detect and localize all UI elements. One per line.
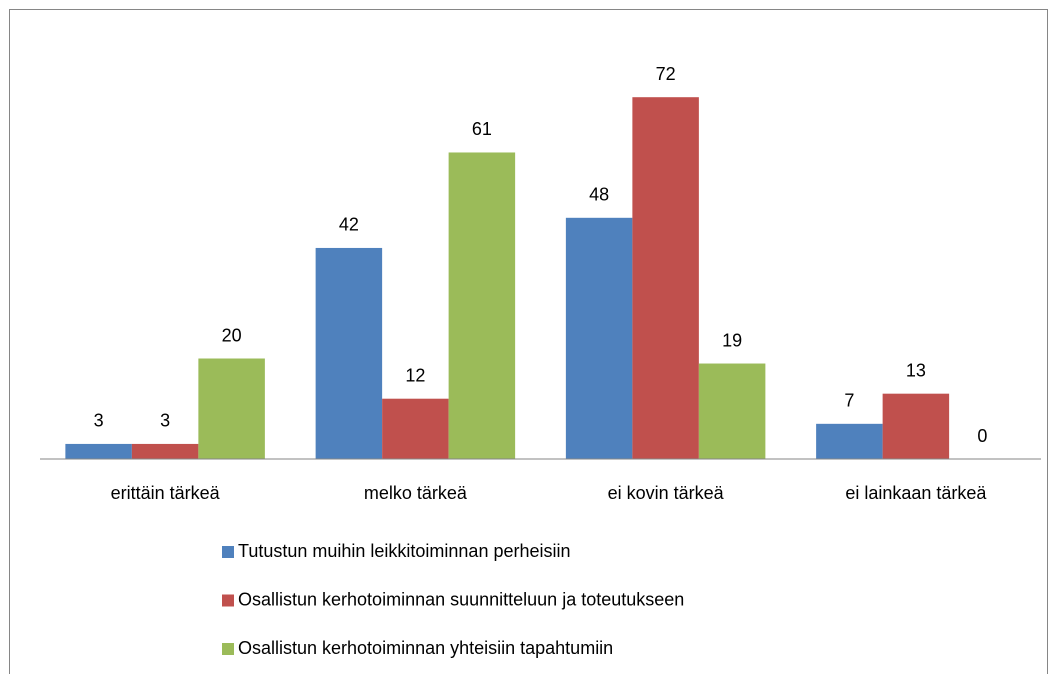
data-label: 48 xyxy=(589,185,609,205)
legend-label: Osallistun kerhotoiminnan yhteisiin tapa… xyxy=(238,638,613,658)
bar xyxy=(131,443,199,459)
chart-frame xyxy=(9,9,1048,674)
data-label: 12 xyxy=(405,365,425,385)
data-label: 7 xyxy=(844,391,854,411)
bar xyxy=(565,217,633,459)
data-label: 61 xyxy=(472,119,492,139)
bar xyxy=(882,393,950,459)
x-tick-label: erittäin tärkeä xyxy=(111,483,221,503)
data-label: 20 xyxy=(222,325,242,345)
legend-label: Tutustun muihin leikkitoiminnan perheisi… xyxy=(238,541,571,561)
x-tick-label: melko tärkeä xyxy=(364,483,468,503)
bar xyxy=(198,358,265,459)
data-label: 19 xyxy=(722,330,742,350)
x-tick-label: ei kovin tärkeä xyxy=(608,483,725,503)
bar xyxy=(698,363,766,459)
bar xyxy=(65,443,132,459)
data-label: 13 xyxy=(906,360,926,380)
bar xyxy=(816,423,883,459)
bar xyxy=(448,152,516,459)
bar xyxy=(382,398,449,459)
legend-swatch xyxy=(222,643,234,655)
data-label: 0 xyxy=(977,426,987,446)
legend-swatch xyxy=(222,594,234,607)
data-label: 3 xyxy=(160,411,170,431)
x-tick-label: ei lainkaan tärkeä xyxy=(845,483,987,503)
data-label: 3 xyxy=(94,411,104,431)
legend-swatch xyxy=(222,546,234,558)
data-label: 72 xyxy=(656,64,676,84)
bar xyxy=(632,97,699,459)
data-label: 42 xyxy=(339,215,359,235)
legend-label: Osallistun kerhotoiminnan suunnitteluun … xyxy=(238,589,684,609)
bar xyxy=(315,247,383,459)
